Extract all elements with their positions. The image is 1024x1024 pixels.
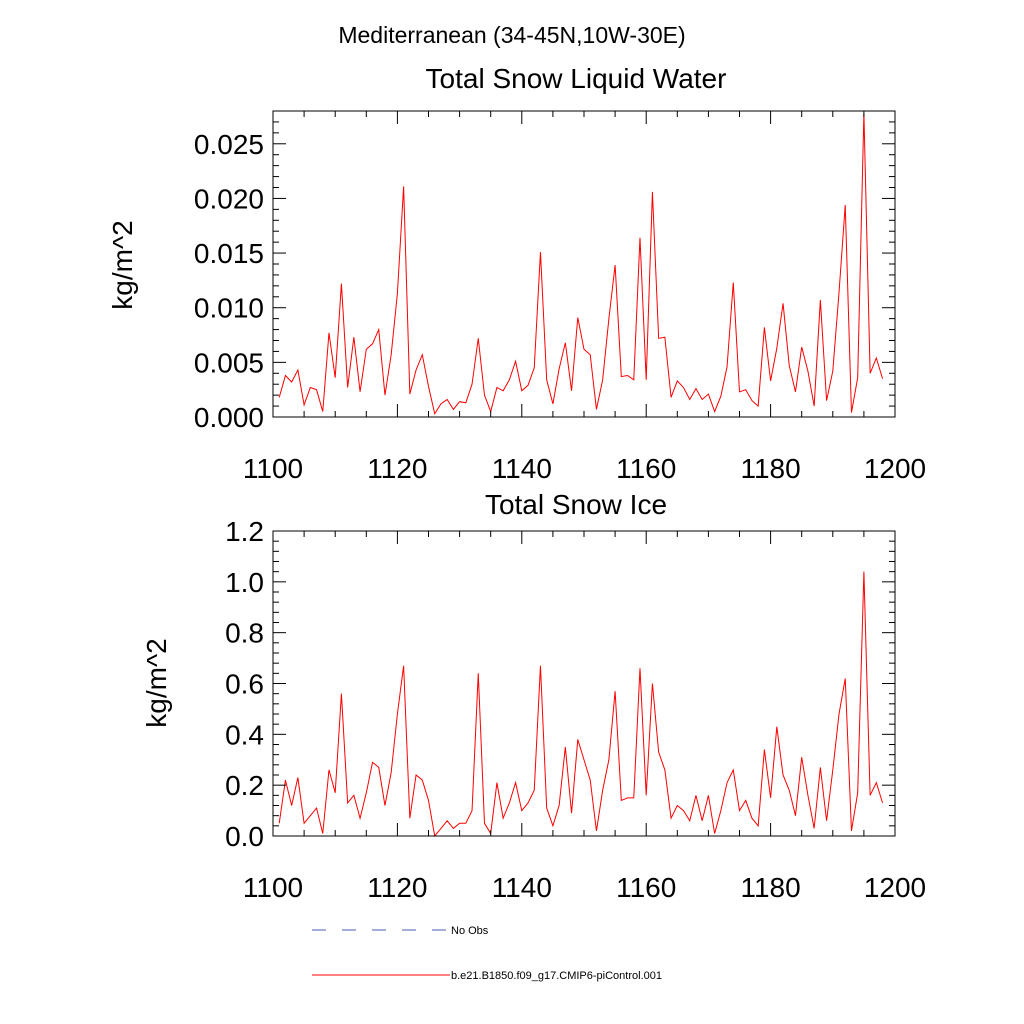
plot-frame bbox=[272, 110, 896, 418]
y-tick-label: 1.2 bbox=[225, 516, 264, 547]
y-tick-label: 0.8 bbox=[225, 618, 264, 649]
suptitle: Mediterranean (34-45N,10W-30E) bbox=[338, 22, 685, 48]
y-tick-label: 0.015 bbox=[194, 238, 264, 269]
x-tick-label: 1180 bbox=[740, 872, 800, 903]
series-line bbox=[278, 571, 884, 838]
x-tick-label: 1140 bbox=[492, 453, 552, 484]
x-tick-label: 1120 bbox=[367, 453, 427, 484]
x-tick-label: 1140 bbox=[492, 872, 552, 903]
chart-title: Total Snow Ice bbox=[485, 489, 667, 520]
panel-total-snow-ice: Total Snow Ice kg/m^2 1100 1120 1140 1160 11… bbox=[141, 489, 926, 903]
y-axis-label: kg/m^2 bbox=[107, 220, 138, 309]
y-tick-label: 0.020 bbox=[194, 183, 264, 214]
y-tick-label: 0.010 bbox=[194, 293, 264, 324]
x-tick-label: 1200 bbox=[864, 872, 926, 903]
x-tick-label: 1100 bbox=[243, 872, 303, 903]
panel-total-snow-liquid-water: Total Snow Liquid Water kg/m^2 1100 1120 1… bbox=[107, 63, 926, 484]
legend-label-model: b.e21.B1850.f09_g17.CMIP6-piControl.001 bbox=[451, 970, 662, 982]
x-tick-label: 1160 bbox=[616, 872, 676, 903]
legend: No Obs b.e21.B1850.f09_g17.CMIP6-piContr… bbox=[312, 925, 662, 982]
chart-title: Total Snow Liquid Water bbox=[426, 63, 727, 94]
y-tick-label: 1.0 bbox=[225, 567, 264, 598]
y-tick-label: 0.4 bbox=[225, 719, 264, 750]
x-tick-label: 1200 bbox=[864, 453, 926, 484]
y-tick-label: 0.0 bbox=[225, 821, 264, 852]
y-tick-label: 0.025 bbox=[194, 129, 264, 160]
plot-frame bbox=[272, 530, 896, 837]
series-line bbox=[278, 113, 884, 416]
y-tick-label: 0.000 bbox=[194, 402, 264, 433]
y-axis-label: kg/m^2 bbox=[141, 638, 172, 727]
legend-label-no-obs: No Obs bbox=[451, 925, 489, 937]
x-tick-label: 1120 bbox=[367, 872, 427, 903]
y-tick-label: 0.2 bbox=[225, 770, 264, 801]
y-tick-label: 0.005 bbox=[194, 347, 264, 378]
x-tick-label: 1180 bbox=[740, 453, 800, 484]
y-tick-label: 0.6 bbox=[225, 669, 264, 700]
x-tick-label: 1100 bbox=[243, 453, 303, 484]
x-tick-label: 1160 bbox=[616, 453, 676, 484]
